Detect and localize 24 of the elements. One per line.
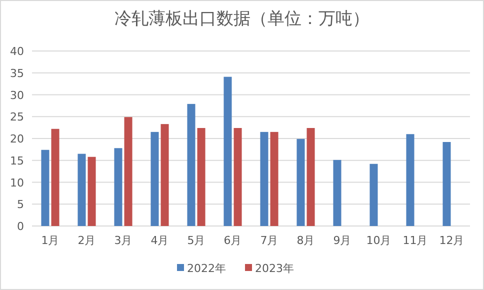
x-tick-label: 10月	[366, 234, 392, 247]
x-tick-label: 1月	[41, 234, 60, 247]
legend-label: 2023年	[255, 262, 294, 275]
y-tick-label: 35	[10, 66, 24, 80]
x-tick-label: 2月	[78, 234, 96, 247]
y-tick-label: 5	[17, 198, 24, 212]
chart-title: 冷轧薄板出口数据（单位：万吨）	[114, 9, 370, 29]
y-tick-label: 25	[10, 110, 24, 124]
y-tick-label: 0	[17, 220, 24, 233]
legend-label: 2022年	[187, 262, 226, 275]
y-tick-label: 20	[10, 132, 24, 146]
x-tick-label: 3月	[114, 234, 132, 247]
x-tick-label: 8月	[296, 234, 315, 247]
x-tick-label: 11月	[402, 234, 428, 247]
y-tick-label: 15	[10, 154, 24, 168]
y-tick-label: 40	[10, 45, 24, 58]
x-tick-label: 5月	[187, 234, 206, 247]
x-tick-label: 7月	[260, 234, 278, 247]
x-tick-label: 12月	[439, 234, 464, 247]
x-tick-label: 4月	[150, 234, 169, 247]
y-tick-label: 30	[10, 88, 24, 102]
x-tick-label: 9月	[333, 234, 352, 247]
y-tick-label: 10	[10, 176, 24, 190]
x-tick-label: 6月	[224, 234, 242, 247]
